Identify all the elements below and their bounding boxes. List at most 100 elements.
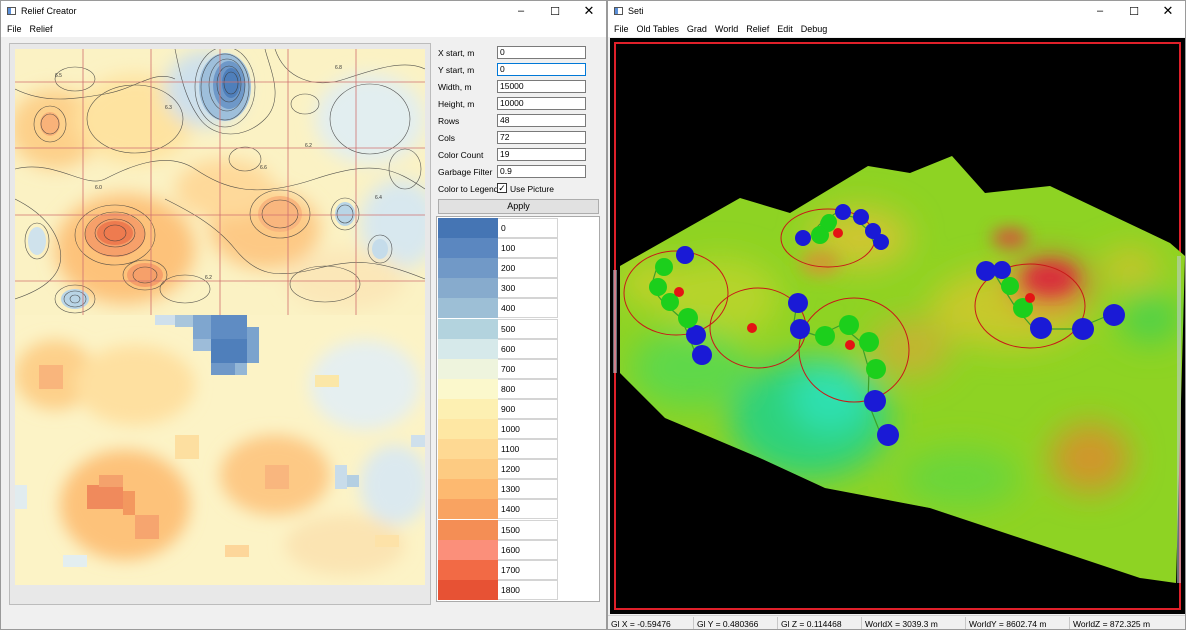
3d-terrain-viewport[interactable] — [610, 38, 1185, 614]
contour-label: 6.5 — [55, 73, 62, 79]
legend-row: 500 — [438, 318, 558, 339]
legend-value[interactable]: 1600 — [498, 539, 558, 560]
menu-debug[interactable]: Debug — [800, 24, 828, 34]
close-button[interactable]: ✕ — [1162, 3, 1174, 18]
cols-input[interactable]: 72 — [497, 131, 586, 144]
legend-value[interactable]: 700 — [498, 358, 558, 379]
menu-relief[interactable]: Relief — [29, 24, 53, 34]
legend-row: 300 — [438, 278, 558, 299]
legend-value[interactable]: 1400 — [498, 499, 558, 520]
legend-value[interactable]: 400 — [498, 298, 558, 319]
contour-label: 6.3 — [165, 105, 172, 111]
menu-bar: File Old Tables Grad World Relief Edit D… — [608, 21, 1185, 37]
use-picture-label[interactable]: Use Picture — [510, 184, 554, 194]
legend-swatch — [438, 579, 498, 600]
field-height: Height, m 10000 — [438, 96, 600, 113]
field-label: Height, m — [438, 99, 475, 109]
height-input[interactable]: 10000 — [497, 97, 586, 110]
legend-value[interactable]: 900 — [498, 398, 558, 419]
legend-row: 1800 — [438, 579, 558, 600]
use-picture-checkbox[interactable]: ✓ — [497, 183, 507, 193]
map-panel: 6.5 6.3 6.2 6.8 6.0 6.6 6.4 6.2 — [9, 43, 431, 605]
legend-swatch — [438, 519, 498, 540]
legend-swatch — [438, 398, 498, 419]
legend-swatch — [438, 559, 498, 580]
legend-row: 1300 — [438, 479, 558, 500]
maximize-button[interactable]: ☐ — [1129, 5, 1139, 18]
field-garbage-filter: Garbage Filter 0.9 — [438, 164, 600, 181]
legend-value[interactable]: 0 — [498, 218, 558, 238]
menu-file[interactable]: File — [614, 24, 629, 34]
field-label: Y start, m — [438, 65, 475, 75]
legend-value[interactable]: 200 — [498, 258, 558, 279]
seti-window: Seti – ☐ ✕ File Old Tables Grad World Re… — [607, 0, 1186, 630]
legend-value[interactable]: 800 — [498, 378, 558, 399]
legend-swatch — [438, 439, 498, 460]
status-gl-x: Gl X = -0.59476 — [608, 616, 694, 629]
legend-row: 1600 — [438, 539, 558, 560]
legend-row: 0 — [438, 218, 558, 238]
legend-swatch — [438, 278, 498, 299]
menu-old-tables[interactable]: Old Tables — [636, 24, 679, 34]
x-start-input[interactable]: 0 — [497, 46, 586, 59]
legend-value[interactable]: 1300 — [498, 479, 558, 500]
minimize-button[interactable]: – — [517, 5, 525, 17]
legend-value[interactable]: 1800 — [498, 579, 558, 600]
field-label: Cols — [438, 133, 456, 143]
legend-value[interactable]: 1200 — [498, 459, 558, 480]
legend-row: 1500 — [438, 519, 558, 540]
legend-swatch — [438, 479, 498, 500]
title-bar: Relief Creator – ☐ ✕ — [1, 1, 606, 21]
legend-value[interactable]: 1700 — [498, 559, 558, 580]
field-label: Garbage Filter — [438, 167, 493, 177]
legend-swatch — [438, 338, 498, 359]
legend-row: 100 — [438, 238, 558, 259]
status-world-y: WorldY = 8602.74 m — [966, 616, 1070, 629]
field-color-count: Color Count 19 — [438, 147, 600, 164]
legend-value[interactable]: 500 — [498, 318, 558, 339]
legend-row: 1000 — [438, 419, 558, 439]
close-button[interactable]: ✕ — [583, 3, 595, 18]
legend-swatch — [438, 378, 498, 399]
field-label: Width, m — [438, 82, 472, 92]
contour-map[interactable]: 6.5 6.3 6.2 6.8 6.0 6.6 6.4 6.2 — [15, 49, 425, 315]
legend-value[interactable]: 300 — [498, 278, 558, 299]
field-width: Width, m 15000 — [438, 79, 600, 96]
title-bar: Seti – ☐ ✕ — [608, 1, 1185, 21]
status-gl-y: Gl Y = 0.480366 — [694, 616, 778, 629]
legend-row: 700 — [438, 358, 558, 379]
app-window-icon — [614, 7, 623, 15]
menu-edit[interactable]: Edit — [777, 24, 793, 34]
legend-row: 800 — [438, 378, 558, 399]
y-start-input[interactable]: 0 — [497, 63, 586, 76]
menu-relief[interactable]: Relief — [746, 24, 770, 34]
minimize-button[interactable]: – — [1096, 5, 1104, 17]
status-bar: Gl X = -0.59476 Gl Y = 0.480366 Gl Z = 0… — [608, 615, 1185, 629]
parameters-form: X start, m 0 Y start, m 0 Width, m 15000… — [438, 45, 600, 198]
menu-file[interactable]: File — [7, 24, 22, 34]
legend-row: 400 — [438, 298, 558, 319]
legend-value[interactable]: 1000 — [498, 419, 558, 439]
menu-bar: File Relief — [1, 21, 606, 37]
color-legend: 0 100 200 300 400 500 600 700 800 900 1000 1100 1200… — [436, 216, 600, 602]
field-x-start: X start, m 0 — [438, 45, 600, 62]
color-count-input[interactable]: 19 — [497, 148, 586, 161]
garbage-filter-input[interactable]: 0.9 — [497, 165, 586, 178]
menu-world[interactable]: World — [714, 24, 739, 34]
width-input[interactable]: 15000 — [497, 80, 586, 93]
apply-button[interactable]: Apply — [438, 199, 599, 214]
rows-input[interactable]: 48 — [497, 114, 586, 127]
window-title: Seti — [628, 6, 644, 16]
menu-grad[interactable]: Grad — [686, 24, 707, 34]
maximize-button[interactable]: ☐ — [550, 5, 560, 18]
legend-value[interactable]: 1500 — [498, 519, 558, 540]
relief-raster[interactable] — [15, 315, 425, 585]
legend-value[interactable]: 100 — [498, 238, 558, 259]
color-to-legend-label: Color to Legend — [438, 184, 499, 194]
legend-swatch — [438, 238, 498, 259]
legend-value[interactable]: 600 — [498, 338, 558, 359]
contour-label: 6.8 — [335, 65, 342, 71]
relief-creator-window: Relief Creator – ☐ ✕ File Relief — [0, 0, 607, 630]
app-window-icon — [7, 7, 16, 15]
legend-value[interactable]: 1100 — [498, 439, 558, 460]
